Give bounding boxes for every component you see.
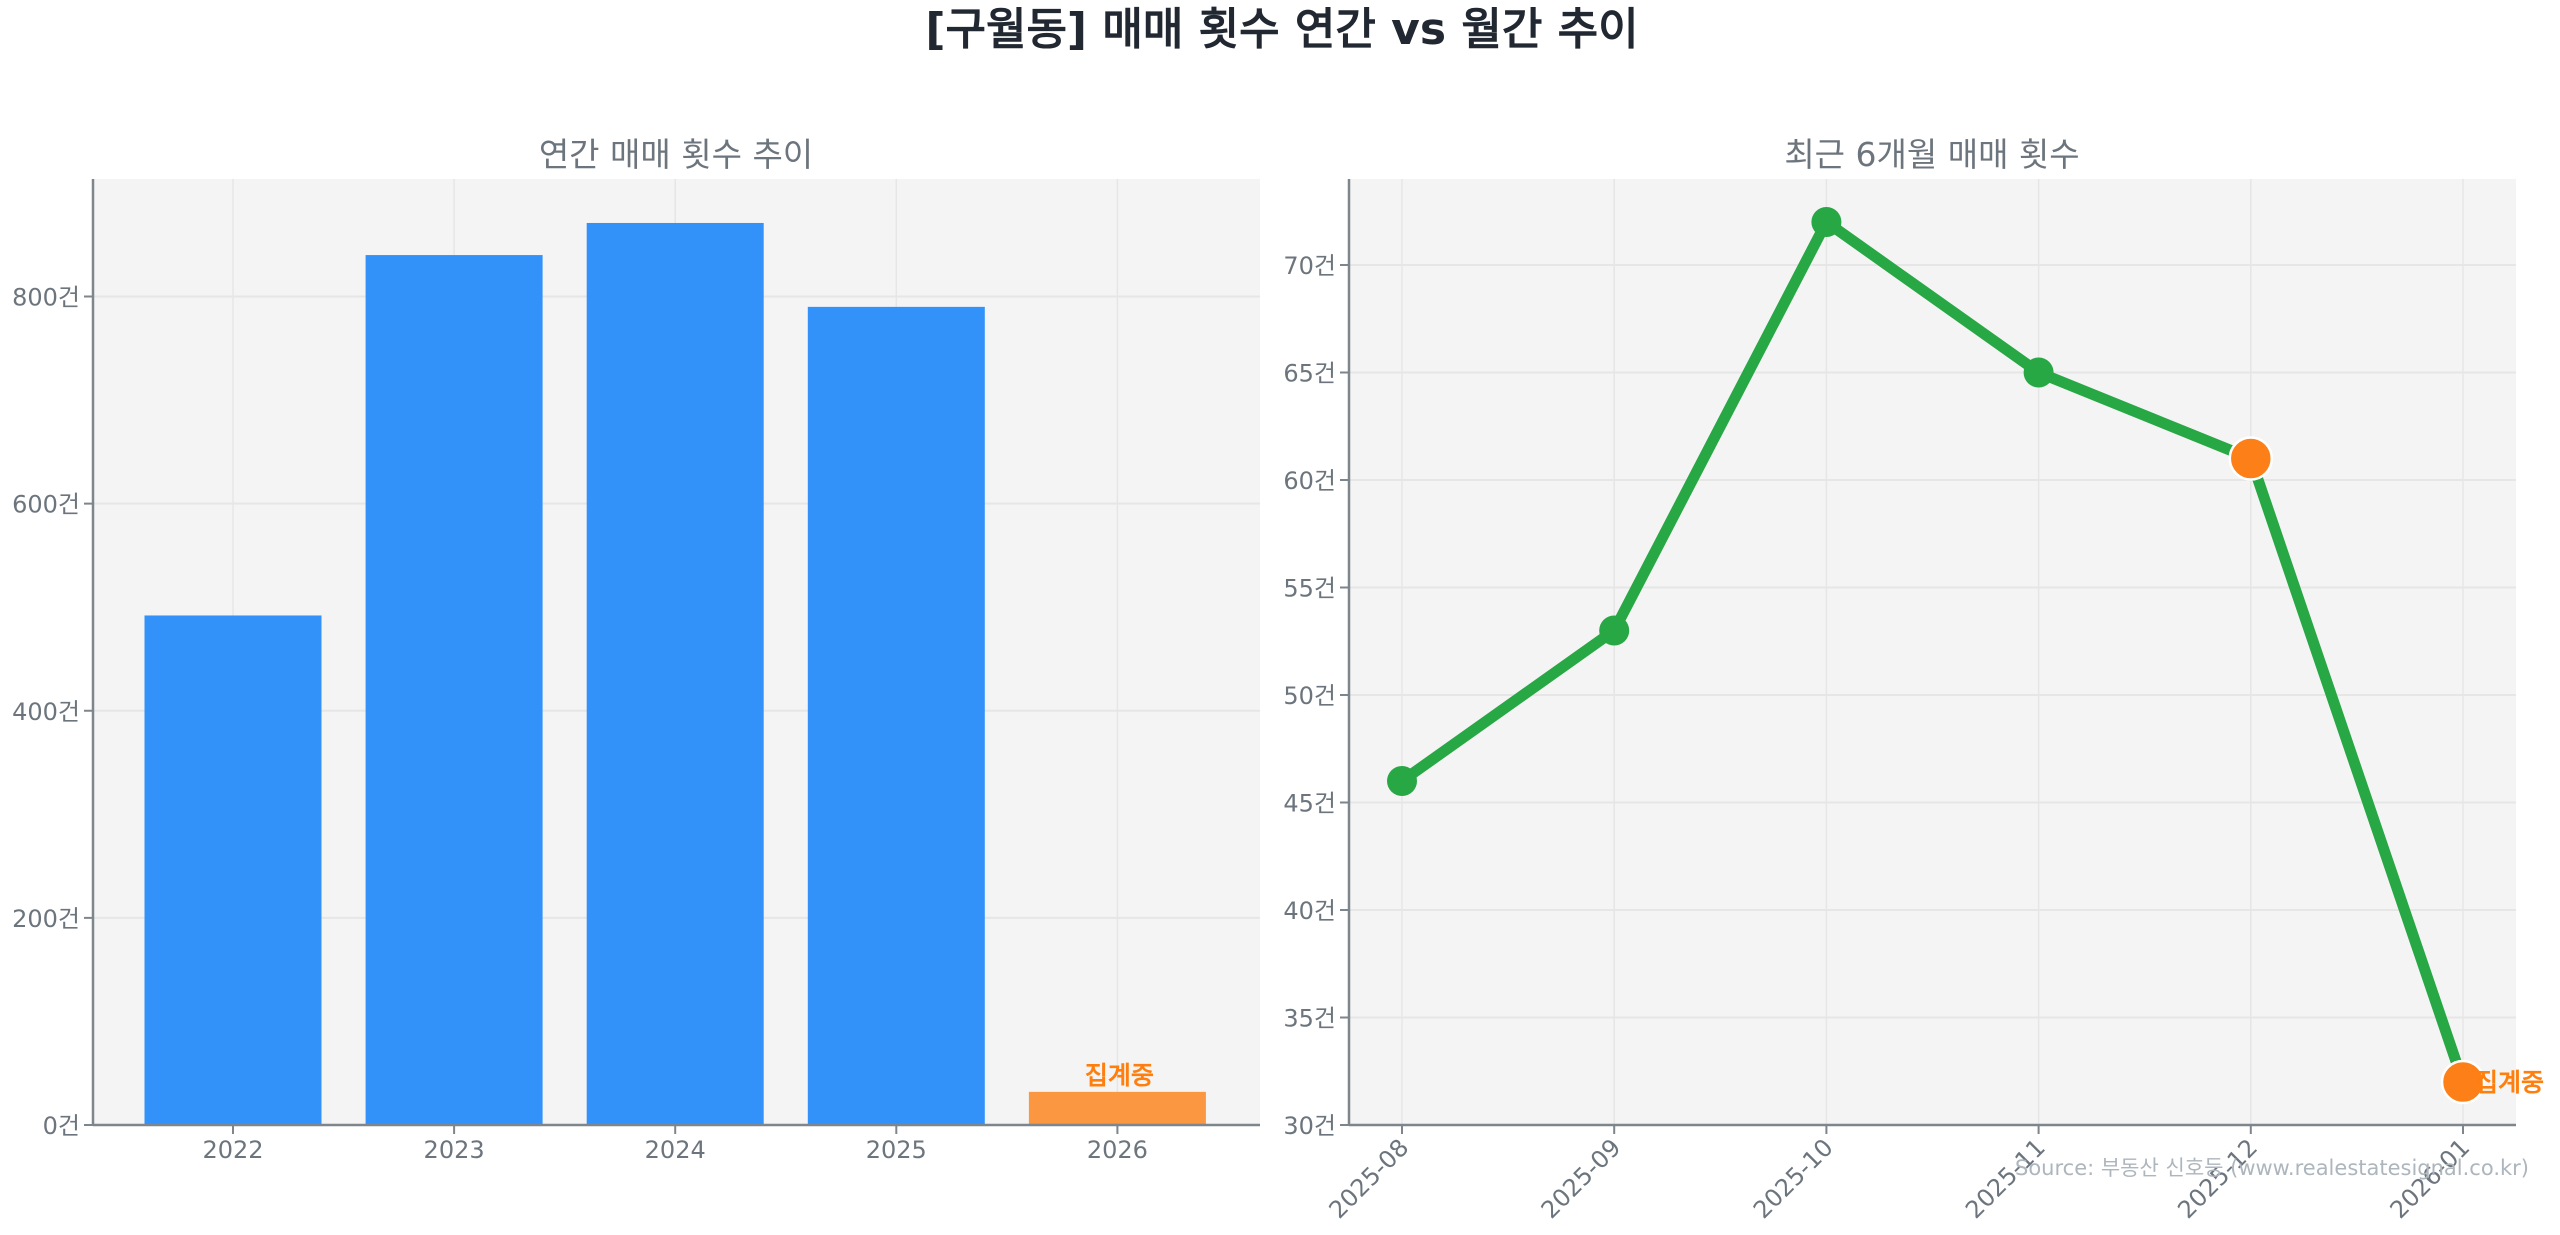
y-tick-label: 60건 bbox=[1283, 467, 1336, 495]
bar-chart-title: 연간 매매 횟수 추이 bbox=[539, 135, 813, 174]
x-tick-label: 2022 bbox=[202, 1136, 263, 1164]
x-tick-label: 2024 bbox=[645, 1136, 706, 1164]
monthly-line-chart: 최근 6개월 매매 횟수 집계중 30건 35건 40건 45건 50건 55건 60건 65… bbox=[1283, 135, 2544, 1224]
bar-2025 bbox=[807, 306, 985, 1125]
x-tick-label: 2026 bbox=[1087, 1136, 1148, 1164]
y-tick-label: 45건 bbox=[1283, 790, 1336, 818]
bar-2024 bbox=[586, 222, 764, 1125]
y-tick-label: 50건 bbox=[1283, 682, 1336, 710]
bar-2026 bbox=[1028, 1091, 1206, 1125]
line-gridlines bbox=[1349, 179, 2516, 1126]
highlight-marker bbox=[2440, 1059, 2486, 1105]
partial-note-label: 집계중 bbox=[1085, 1061, 1154, 1090]
partial-note-label: 집계중 bbox=[2475, 1068, 2544, 1097]
y-tick-label: 400건 bbox=[12, 698, 80, 726]
data-marker bbox=[1387, 766, 1417, 796]
source-caption: Source: 부동산 신호등 (www.realestatesignal.co… bbox=[2015, 1156, 2529, 1180]
bar-2022 bbox=[144, 615, 322, 1125]
x-tick-label: 2023 bbox=[424, 1136, 485, 1164]
bar-axes: 0건 200건 400건 600건 800건 2022 2023 2024 2025 2026 bbox=[12, 179, 1260, 1164]
x-tick-label: 2025 bbox=[866, 1136, 927, 1164]
x-tick-label: 2025-10 bbox=[1748, 1133, 1839, 1224]
y-tick-label: 35건 bbox=[1283, 1005, 1336, 1033]
highlight-marker bbox=[2228, 436, 2274, 481]
bars: 집계중 bbox=[144, 222, 1206, 1125]
annual-bar-chart: 연간 매매 횟수 추이 집계중 0건 200건 400건 600건 800건 2022 20… bbox=[12, 135, 1260, 1164]
y-tick-label: 200건 bbox=[12, 905, 80, 933]
data-marker bbox=[1811, 207, 1842, 237]
y-tick-label: 70건 bbox=[1283, 252, 1336, 280]
y-tick-label: 30건 bbox=[1283, 1112, 1336, 1140]
line-series: 집계중 bbox=[1387, 207, 2544, 1105]
y-tick-label: 800건 bbox=[12, 284, 80, 312]
line-chart-title: 최근 6개월 매매 횟수 bbox=[1784, 135, 2079, 174]
data-marker bbox=[1599, 615, 1630, 646]
figure-title: [구월동] 매매 횟수 연간 vs 월간 추이 bbox=[925, 4, 1638, 55]
y-tick-label: 55건 bbox=[1283, 575, 1336, 603]
x-tick-label: 2025-08 bbox=[1324, 1133, 1415, 1224]
data-marker bbox=[2023, 357, 2054, 388]
y-tick-label: 40건 bbox=[1283, 897, 1336, 925]
bar-2023 bbox=[365, 255, 543, 1125]
y-tick-label: 600건 bbox=[12, 491, 80, 519]
y-tick-label: 65건 bbox=[1283, 360, 1336, 388]
y-tick-label: 0건 bbox=[43, 1112, 80, 1140]
line-plot-area bbox=[1349, 179, 2516, 1125]
x-tick-label: 2025-09 bbox=[1536, 1133, 1627, 1224]
trend-line bbox=[1396, 216, 2469, 1088]
